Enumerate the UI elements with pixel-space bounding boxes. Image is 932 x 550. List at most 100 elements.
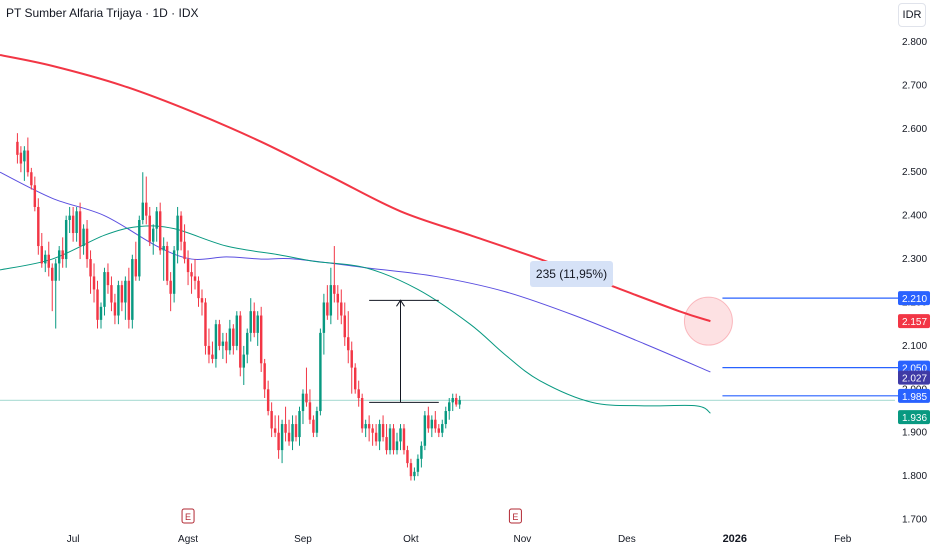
- measure-label[interactable]: 235 (11,95%): [530, 261, 613, 287]
- candle-body: [176, 215, 179, 251]
- candle-body: [68, 215, 71, 220]
- candle-body: [179, 215, 183, 242]
- candle-body: [61, 250, 64, 260]
- candle-body: [430, 419, 434, 429]
- candle-body: [127, 280, 131, 320]
- candle-body: [197, 280, 200, 299]
- candle-body: [110, 285, 113, 303]
- candle-body: [364, 424, 367, 429]
- candle-body: [40, 246, 44, 264]
- candle-body: [211, 354, 214, 359]
- candle-body: [30, 172, 33, 186]
- candle-body: [458, 400, 461, 405]
- candle-body: [57, 250, 61, 264]
- candle-body: [141, 202, 145, 220]
- candle-body: [263, 363, 266, 390]
- price-badge: [898, 314, 930, 329]
- measure-tool[interactable]: [369, 299, 439, 403]
- candle-body: [294, 424, 298, 438]
- candle-body: [326, 302, 329, 316]
- candle-body: [423, 415, 427, 446]
- ma-line-1: [0, 171, 711, 373]
- candle-body: [96, 289, 99, 320]
- price-badge-label: 2.157: [902, 317, 927, 328]
- y-tick-label: 2.400: [902, 211, 927, 222]
- candle-body: [16, 141, 19, 155]
- candle-body: [336, 293, 340, 303]
- y-tick-label: 1.700: [902, 515, 927, 526]
- x-tick-label: Jul: [67, 534, 80, 545]
- x-tick-label: Agst: [178, 534, 198, 545]
- price-badge-label: 1.985: [902, 392, 927, 403]
- candle-body: [270, 411, 273, 429]
- candle-body: [392, 428, 395, 451]
- candle-body: [26, 150, 30, 173]
- ma-line-2: [0, 225, 711, 414]
- candle-body: [172, 250, 176, 294]
- candle-body: [190, 272, 193, 277]
- y-tick-label: 1.800: [902, 471, 927, 482]
- candle-body: [273, 428, 277, 433]
- price-badge-label: 2.210: [902, 294, 927, 305]
- candles-layer: [16, 133, 461, 481]
- candle-body: [287, 432, 291, 442]
- candle-body: [92, 276, 96, 290]
- earnings-event-marker: [508, 508, 522, 524]
- price-badge-label: 1.936: [902, 413, 927, 424]
- candle-body: [381, 424, 385, 438]
- price-badge: [898, 410, 930, 425]
- candle-body: [385, 437, 388, 451]
- candle-body: [451, 398, 454, 403]
- candle-body: [37, 206, 40, 247]
- x-tick-label: Okt: [403, 534, 419, 545]
- candle-body: [343, 315, 346, 338]
- y-tick-label: 1.900: [902, 428, 927, 439]
- currency-button[interactable]: IDR: [898, 3, 926, 27]
- candle-body: [207, 345, 211, 355]
- candle-body: [357, 389, 360, 399]
- candle-body: [33, 185, 37, 207]
- candle-body: [277, 432, 280, 451]
- candle-body: [253, 311, 256, 333]
- candle-body: [329, 285, 333, 316]
- candle-body: [448, 402, 451, 412]
- candle-body: [402, 428, 406, 451]
- candle-body: [371, 428, 374, 433]
- price-badges: 2.210 2.050 1.985 2.157 2.027 1.936: [722, 291, 930, 425]
- price-badge-label: 2.050: [902, 364, 927, 375]
- candle-body: [315, 411, 319, 433]
- candle-body: [131, 259, 134, 320]
- candle-body: [291, 424, 294, 442]
- candle-body: [246, 332, 249, 355]
- candle-body: [193, 276, 197, 281]
- candle-body: [256, 315, 259, 333]
- candle-body: [340, 302, 343, 316]
- candle-body: [301, 393, 305, 412]
- candle-body: [71, 215, 75, 234]
- candle-body: [378, 424, 381, 442]
- candle-body: [427, 415, 430, 429]
- candle-body: [235, 315, 239, 346]
- y-tick-label: 2.500: [902, 167, 927, 178]
- candle-body: [120, 285, 124, 303]
- candle-body: [333, 285, 336, 294]
- candle-body: [298, 411, 301, 438]
- x-tick-label: 2026: [723, 533, 747, 545]
- axes-layer: 1.7001.8001.9002.0002.1002.2002.3002.400…: [67, 37, 928, 545]
- candle-body: [232, 328, 235, 346]
- candle-body: [99, 306, 103, 320]
- candle-body: [75, 211, 78, 234]
- x-tick-label: Sep: [294, 534, 312, 545]
- candle-body: [54, 263, 57, 281]
- candle-body: [200, 298, 204, 303]
- candle-body: [155, 211, 158, 229]
- earnings-event-marker: [181, 508, 195, 524]
- candle-body: [225, 341, 228, 351]
- candle-body: [374, 432, 378, 442]
- candle-body: [19, 152, 23, 164]
- candle-body: [437, 428, 441, 433]
- candle-body: [308, 402, 312, 420]
- x-tick-label: Nov: [513, 534, 531, 545]
- candle-body: [409, 463, 413, 477]
